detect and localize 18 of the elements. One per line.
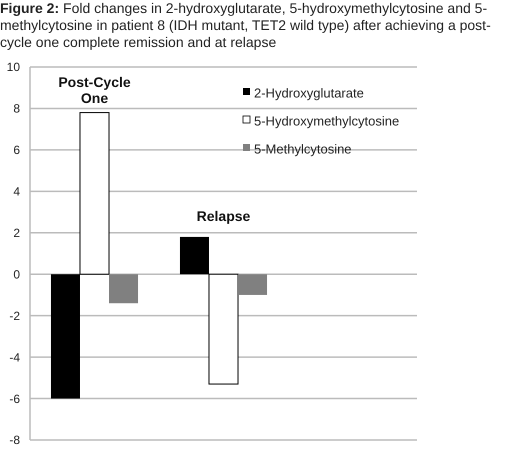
legend-label: 5-Methylcytosine — [254, 142, 352, 157]
y-tick-label: -6 — [9, 392, 20, 406]
y-tick-label: 8 — [13, 102, 20, 116]
y-tick-label: -8 — [9, 433, 20, 448]
x-tick-label: Post-Cycle One — [58, 74, 131, 106]
y-tick-label: -2 — [9, 308, 20, 323]
y-tick-label: 10 — [6, 60, 20, 74]
y-tick-label: 6 — [13, 143, 20, 158]
y-tick-label: 2 — [13, 226, 20, 240]
y-tick-label: 0 — [13, 267, 20, 282]
y-tick-label: -4 — [9, 350, 20, 364]
legend-label: 5-Hydroxymethylcytosine — [254, 114, 400, 129]
chart-title: Figure 2: Fold changes in 2-hydroxyglutarate, 5-hydroxymethylcytosine and 5-methylcytosine in patient 8 (IDH mutant, TET2 wild type) after achieving a post-cycle one complete remission and at relapse — [0, 0, 492, 51]
y-tick-label: 4 — [13, 184, 20, 199]
legend-label: 2-Hydroxyglutarate — [254, 86, 364, 101]
x-tick-label: Relapse — [196, 208, 251, 224]
bar — [109, 274, 138, 304]
bar — [238, 274, 268, 295]
